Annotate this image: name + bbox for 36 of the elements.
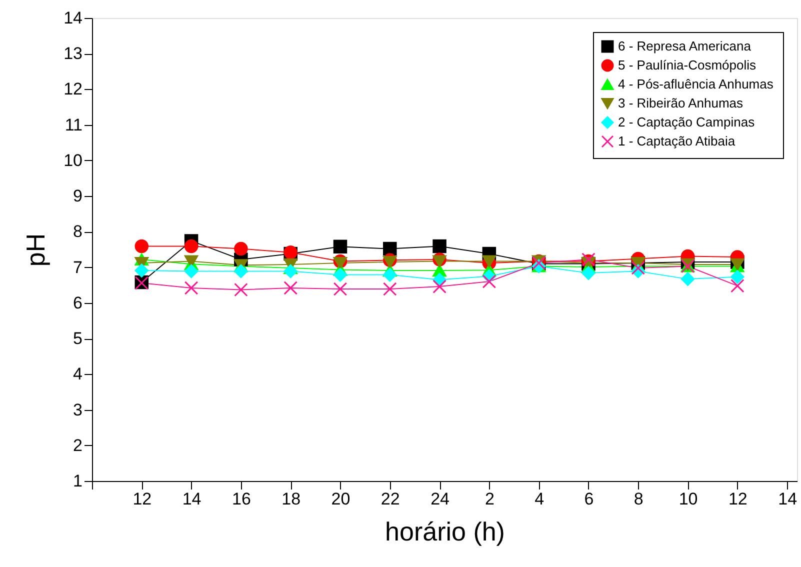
x-tick-label: 16	[232, 490, 251, 508]
y-tick-label: 6	[73, 293, 82, 312]
y-tick-label: 10	[64, 150, 82, 170]
y-tick-label: 5	[73, 329, 82, 348]
legend-label: 6 - Represa Americana	[618, 38, 752, 54]
y-tick-label: 9	[73, 186, 82, 206]
x-tick-label: 10	[678, 490, 698, 508]
y-tick-label: 11	[64, 115, 82, 134]
legend-label: 2 - Captação Campinas	[618, 114, 756, 130]
y-tick-label: 14	[64, 8, 82, 28]
y-tick-label: 2	[73, 436, 82, 455]
x-tick-label: 8	[634, 490, 644, 508]
y-tick-label: 1	[73, 472, 82, 490]
x-tick-label: 18	[282, 490, 301, 508]
x-tick-label: 2	[484, 490, 494, 508]
legend-label: 3 - Ribeirão Anhumas	[618, 96, 744, 110]
x-tick-label: 14	[182, 490, 202, 508]
y-tick-label: 13	[64, 44, 82, 64]
x-tick-label: 24	[430, 490, 450, 508]
y-tick-label: 7	[73, 258, 82, 277]
y-tick-label: 4	[73, 364, 82, 384]
x-tick-label: 12	[728, 490, 748, 508]
x-tick-label: 14	[778, 490, 798, 508]
x-tick-label: 20	[331, 490, 350, 508]
y-axis-title: pH	[20, 233, 51, 267]
x-tick-label: 22	[380, 490, 400, 508]
legend-label: 4 - Pós-afluência Anhumas	[618, 76, 774, 92]
y-tick-label: 12	[64, 80, 82, 99]
x-tick-label: 12	[132, 490, 152, 508]
x-tick-label: 6	[584, 490, 594, 508]
x-axis-title: horário (h)	[385, 516, 505, 546]
legend-label: 5 - Paulínia-Cosmópolis	[618, 58, 757, 72]
legend-label: 1 - Captação Atibaia	[618, 134, 736, 148]
y-tick-label: 3	[73, 400, 82, 420]
y-tick-label: 8	[73, 222, 82, 242]
x-tick-label: 4	[534, 490, 544, 508]
